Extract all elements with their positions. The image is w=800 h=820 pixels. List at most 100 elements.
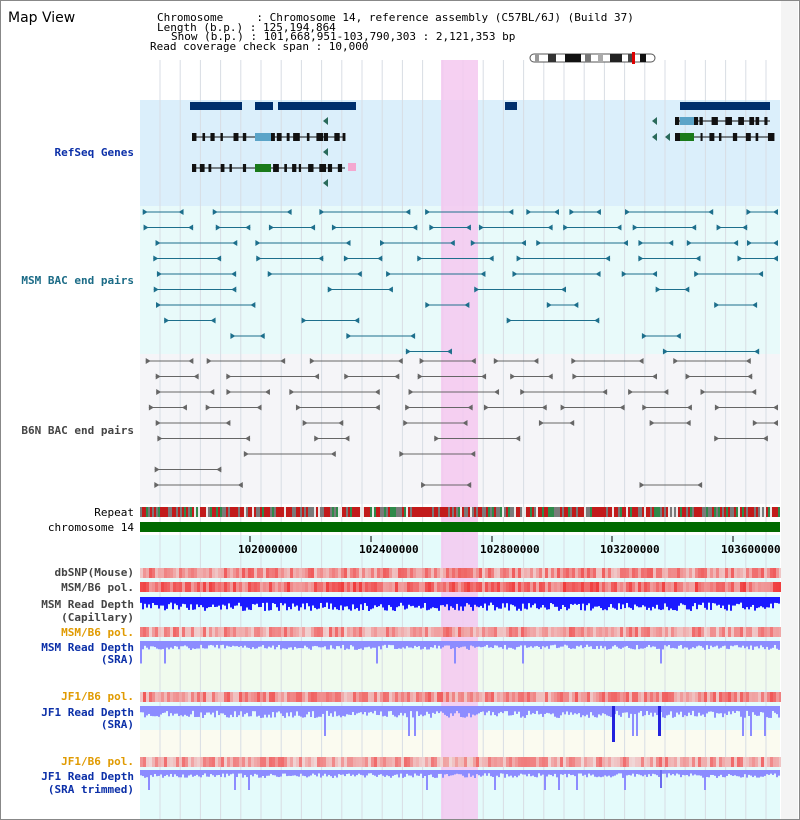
track-label-jf1-depth-sra[interactable]: JF1 Read Depth <box>41 706 134 719</box>
depth-bar <box>682 706 684 718</box>
heat-cell <box>350 582 353 592</box>
heat-cell <box>641 757 644 767</box>
heat-cell <box>449 627 452 637</box>
heat-cell <box>218 757 221 767</box>
depth-bar <box>488 706 490 711</box>
repeat-segment <box>522 507 524 517</box>
heat-cell <box>692 757 695 767</box>
heat-cell <box>365 568 368 578</box>
depth-bar <box>668 597 670 611</box>
heat-cell <box>722 627 725 637</box>
heat-cell <box>230 757 233 767</box>
bac-end-marker <box>569 209 575 215</box>
heat-cell <box>308 627 311 637</box>
repeat-segment <box>258 507 260 517</box>
track-label-msm-depth-sra[interactable]: MSM Read Depth <box>41 641 134 654</box>
depth-bar <box>604 770 606 776</box>
heat-cell <box>251 757 254 767</box>
bac-end-marker <box>142 209 148 215</box>
depth-bar <box>636 770 638 775</box>
track-label-jf1-b6-pol-1[interactable]: JF1/B6 pol. <box>61 690 134 703</box>
heat-cell <box>182 627 185 637</box>
depth-bar <box>216 770 218 776</box>
heat-cell <box>371 568 374 578</box>
bac-end-marker <box>237 482 243 488</box>
bac-end-marker <box>314 435 320 442</box>
bac-end-marker <box>344 373 350 380</box>
depth-bar <box>644 641 646 648</box>
heat-cell <box>500 757 503 767</box>
heat-cell <box>506 582 509 592</box>
repeat-segment <box>442 507 444 517</box>
bac-end-marker <box>773 240 778 246</box>
heat-cell <box>761 582 764 592</box>
repeat-segment <box>198 507 200 517</box>
heat-cell <box>506 627 509 637</box>
heat-cell <box>332 582 335 592</box>
bac-end-marker <box>773 209 778 215</box>
heat-cell <box>248 757 251 767</box>
repeat-segment <box>728 507 730 517</box>
depth-bar <box>700 597 702 606</box>
depth-bar <box>518 641 520 647</box>
track-label-repeat[interactable]: Repeat <box>94 506 134 519</box>
heat-cell <box>305 627 308 637</box>
repeat-segment <box>384 507 386 517</box>
heat-cell <box>389 692 392 702</box>
depth-bar <box>720 706 722 714</box>
heat-cell <box>308 692 311 702</box>
heat-cell <box>251 582 254 592</box>
track-label-b6n-bac[interactable]: B6N BAC end pairs <box>21 424 134 437</box>
depth-bar <box>572 706 574 715</box>
bac-end-marker <box>754 348 760 355</box>
heat-cell <box>422 757 425 767</box>
heat-cell <box>209 692 212 702</box>
heat-cell <box>269 568 272 578</box>
bac-end-marker <box>212 209 218 215</box>
track-label-dbsnp[interactable]: dbSNP(Mouse) <box>54 566 134 579</box>
track-label-jf1-b6-pol-2[interactable]: JF1/B6 pol. <box>61 755 134 768</box>
repeat-segment <box>654 507 656 517</box>
depth-bar <box>370 770 372 774</box>
repeat-segment <box>162 507 164 517</box>
heat-cell <box>179 757 182 767</box>
track-label-msm-b6-pol-1[interactable]: MSM/B6 pol. <box>61 581 134 594</box>
gene-block <box>255 102 273 110</box>
bac-end-marker <box>470 358 476 364</box>
heat-cell <box>287 627 290 637</box>
depth-bar <box>610 597 612 605</box>
bac-end-marker <box>209 389 215 395</box>
track-label-jf1-depth-trim[interactable]: JF1 Read Depth <box>41 770 134 783</box>
heat-cell <box>437 568 440 578</box>
depth-bar <box>682 597 684 605</box>
depth-bar <box>658 770 660 777</box>
heat-cell <box>173 627 176 637</box>
depth-bar <box>458 597 460 611</box>
depth-bar <box>688 770 690 777</box>
heat-cell <box>506 692 509 702</box>
heat-cell <box>203 627 206 637</box>
heat-cell <box>449 582 452 592</box>
track-label-msm-bac[interactable]: MSM BAC end pairs <box>21 274 134 287</box>
depth-bar <box>706 770 708 777</box>
track-label-msm-depth-capillary[interactable]: MSM Read Depth <box>41 598 134 611</box>
depth-bar <box>280 641 282 650</box>
depth-bar <box>480 770 482 777</box>
depth-bar <box>468 597 470 605</box>
heat-cell <box>227 568 230 578</box>
depth-bar <box>574 641 576 649</box>
heat-cell <box>416 568 419 578</box>
track-label-msm-b6-pol-2[interactable]: MSM/B6 pol. <box>61 626 134 639</box>
track-label-chromosome[interactable]: chromosome 14 <box>47 521 134 534</box>
heat-cell <box>266 757 269 767</box>
repeat-segment <box>192 507 194 517</box>
repeat-segment <box>452 507 454 517</box>
depth-bar <box>428 770 430 776</box>
depth-bar <box>560 641 562 647</box>
repeat-segment <box>612 507 614 517</box>
heat-cell <box>455 627 458 637</box>
depth-bar <box>536 597 538 609</box>
track-label-refseq[interactable]: RefSeq Genes <box>54 146 134 159</box>
heat-cell <box>512 568 515 578</box>
depth-bar <box>188 597 190 610</box>
